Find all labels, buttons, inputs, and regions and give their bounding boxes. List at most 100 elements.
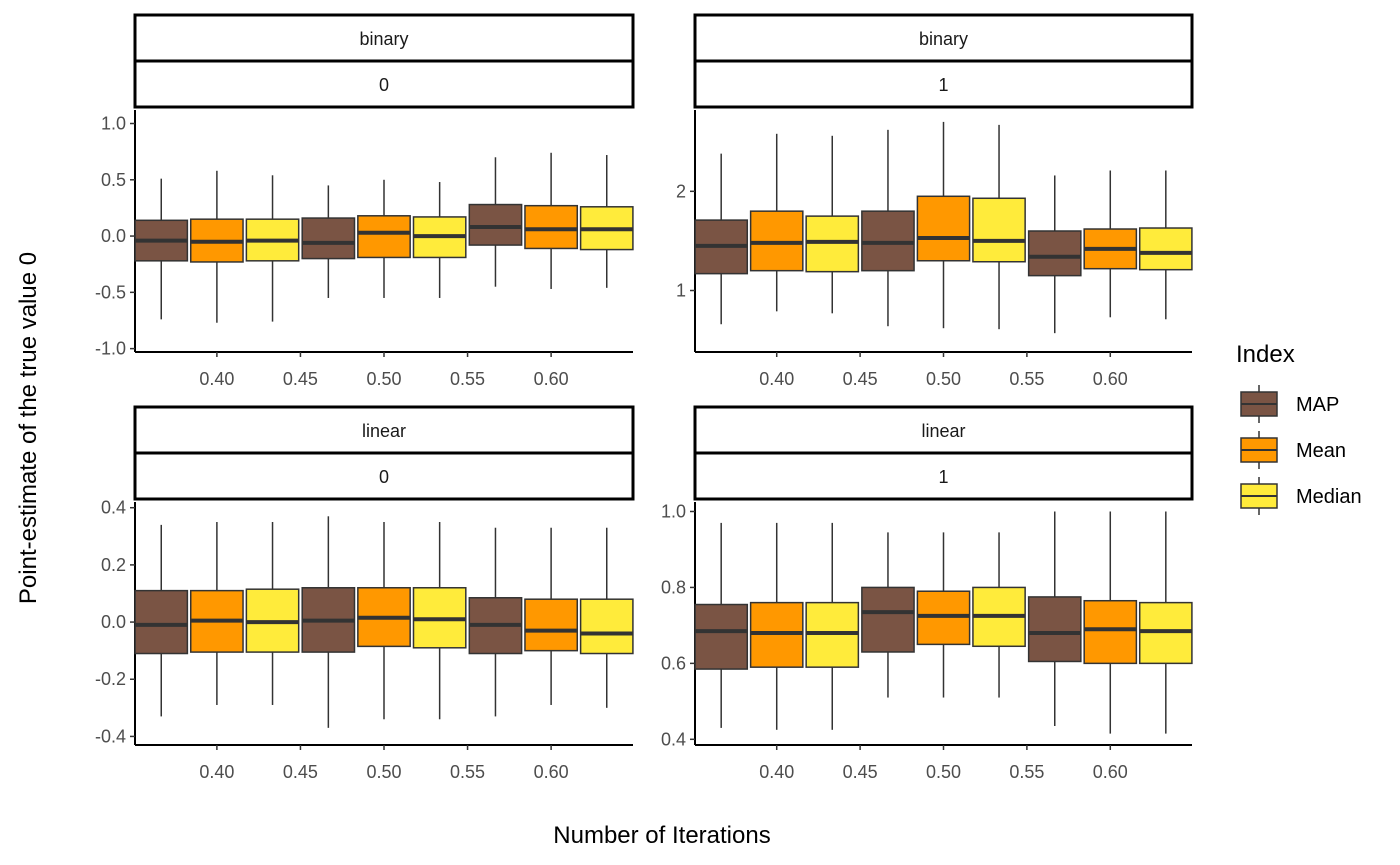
- x-tick-label: 0.60: [1093, 762, 1128, 782]
- box-median: [1138, 170, 1193, 320]
- x-tick-label: 0.50: [926, 762, 961, 782]
- x-tick-label: 0.40: [199, 762, 234, 782]
- strip-bottom-box: [693, 451, 1194, 501]
- box-body: [916, 195, 971, 262]
- x-tick-label: 0.50: [366, 369, 401, 389]
- strip-bottom-box: [133, 59, 635, 109]
- x-tick-label: 0.55: [450, 369, 485, 389]
- box-map: [1027, 175, 1082, 334]
- x-tick-label: 0.60: [534, 369, 569, 389]
- box-median: [245, 175, 300, 322]
- y-axis-title: Point-estimate of the true value 0: [15, 252, 42, 604]
- box-body: [468, 203, 523, 246]
- y-tick-label: 1: [676, 281, 686, 301]
- strip-bottom-label: 0: [379, 75, 389, 95]
- y-tick-label: 0.8: [661, 577, 686, 597]
- legend-item-median: Median: [1240, 477, 1362, 515]
- box-body: [134, 589, 189, 655]
- box-map: [301, 185, 356, 298]
- box-median: [579, 527, 634, 708]
- y-tick-label: 2: [676, 181, 686, 201]
- y-tick-label: 0.6: [661, 653, 686, 673]
- panel-0: binary 0 -1.0 -0.5 0.0 0.5 1.0 0.40 0.45 0.50 0.55…: [95, 13, 635, 389]
- box-map: [468, 157, 523, 287]
- box-body: [972, 197, 1026, 263]
- box-mean: [189, 522, 244, 705]
- x-axis-title: Number of Iterations: [553, 822, 770, 849]
- box-median: [579, 155, 634, 288]
- legend-label: Mean: [1296, 440, 1346, 462]
- panels: binary 0 -1.0 -0.5 0.0 0.5 1.0 0.40 0.45 0.50 0.55…: [95, 13, 1194, 782]
- x-tick-label: 0.45: [843, 369, 878, 389]
- box-body: [579, 598, 634, 655]
- y-tick-label: -0.4: [95, 726, 126, 746]
- box-map: [468, 527, 523, 717]
- strip-bottom-box: [133, 451, 635, 501]
- box-map: [694, 522, 749, 728]
- box-body: [694, 603, 749, 670]
- box-median: [972, 532, 1026, 698]
- panel-1: binary 1 1 2 0.40 0.45 0.50 0.55 0.60: [676, 13, 1194, 389]
- box-body: [301, 217, 356, 260]
- box-mean: [916, 121, 971, 329]
- box-mean: [189, 170, 244, 323]
- box-body: [1027, 230, 1082, 277]
- strip-bottom-label: 1: [938, 75, 948, 95]
- box-map: [861, 129, 915, 327]
- box-median: [805, 522, 860, 730]
- strip-top-label: linear: [362, 421, 406, 441]
- box-median: [1138, 511, 1193, 734]
- y-tick-label: 0.5: [101, 170, 126, 190]
- x-tick-label: 0.60: [534, 762, 569, 782]
- box-mean: [749, 522, 804, 730]
- box-body: [357, 215, 411, 259]
- x-tick-label: 0.55: [450, 762, 485, 782]
- legend-item-map: MAP: [1240, 385, 1339, 423]
- box-median: [412, 182, 467, 298]
- box-map: [301, 516, 356, 728]
- y-tick-label: 1.0: [661, 501, 686, 521]
- box-map: [694, 153, 749, 325]
- legend-title: Index: [1236, 341, 1295, 368]
- y-tick-label: 1.0: [101, 114, 126, 134]
- legend-item-mean: Mean: [1240, 431, 1346, 469]
- x-tick-label: 0.40: [199, 369, 234, 389]
- strip-top-label: binary: [359, 29, 408, 49]
- legend: Index MAP Mean Median: [1236, 341, 1362, 515]
- box-mean: [1083, 511, 1138, 734]
- x-tick-label: 0.55: [1009, 762, 1044, 782]
- y-tick-label: 0.4: [661, 729, 686, 749]
- panel-3: linear 1 0.4 0.6 0.8 1.0 0.40 0.45 0.50 0.55 0.60: [661, 405, 1194, 782]
- x-tick-label: 0.60: [1093, 369, 1128, 389]
- y-tick-label: 0.0: [101, 612, 126, 632]
- box-map: [134, 524, 189, 717]
- box-body: [1138, 227, 1193, 271]
- box-body: [1027, 596, 1082, 663]
- box-mean: [749, 133, 804, 312]
- panel-2: linear 0 -0.4 -0.2 0.0 0.2 0.4 0.40 0.45 0.50 0.55…: [95, 405, 635, 782]
- x-tick-label: 0.55: [1009, 369, 1044, 389]
- strip-bottom-label: 1: [938, 467, 948, 487]
- strip-top-box: [133, 13, 635, 63]
- box-mean: [357, 522, 411, 720]
- legend-items: MAP Mean Median: [1240, 385, 1362, 515]
- y-tick-label: -1.0: [95, 339, 126, 359]
- y-tick-label: -0.2: [95, 669, 126, 689]
- y-tick-label: -0.5: [95, 282, 126, 302]
- strip-bottom-box: [693, 59, 1194, 109]
- x-tick-label: 0.45: [843, 762, 878, 782]
- strip-top-box: [693, 13, 1194, 63]
- box-median: [245, 522, 300, 705]
- box-body: [524, 598, 579, 652]
- y-tick-label: 0.2: [101, 555, 126, 575]
- box-map: [1027, 511, 1082, 727]
- box-map: [134, 178, 189, 320]
- x-tick-label: 0.45: [283, 369, 318, 389]
- box-mean: [524, 152, 579, 289]
- box-map: [861, 532, 915, 698]
- box-mean: [357, 179, 411, 298]
- box-median: [805, 135, 860, 314]
- box-mean: [1083, 170, 1138, 318]
- box-body: [861, 586, 915, 653]
